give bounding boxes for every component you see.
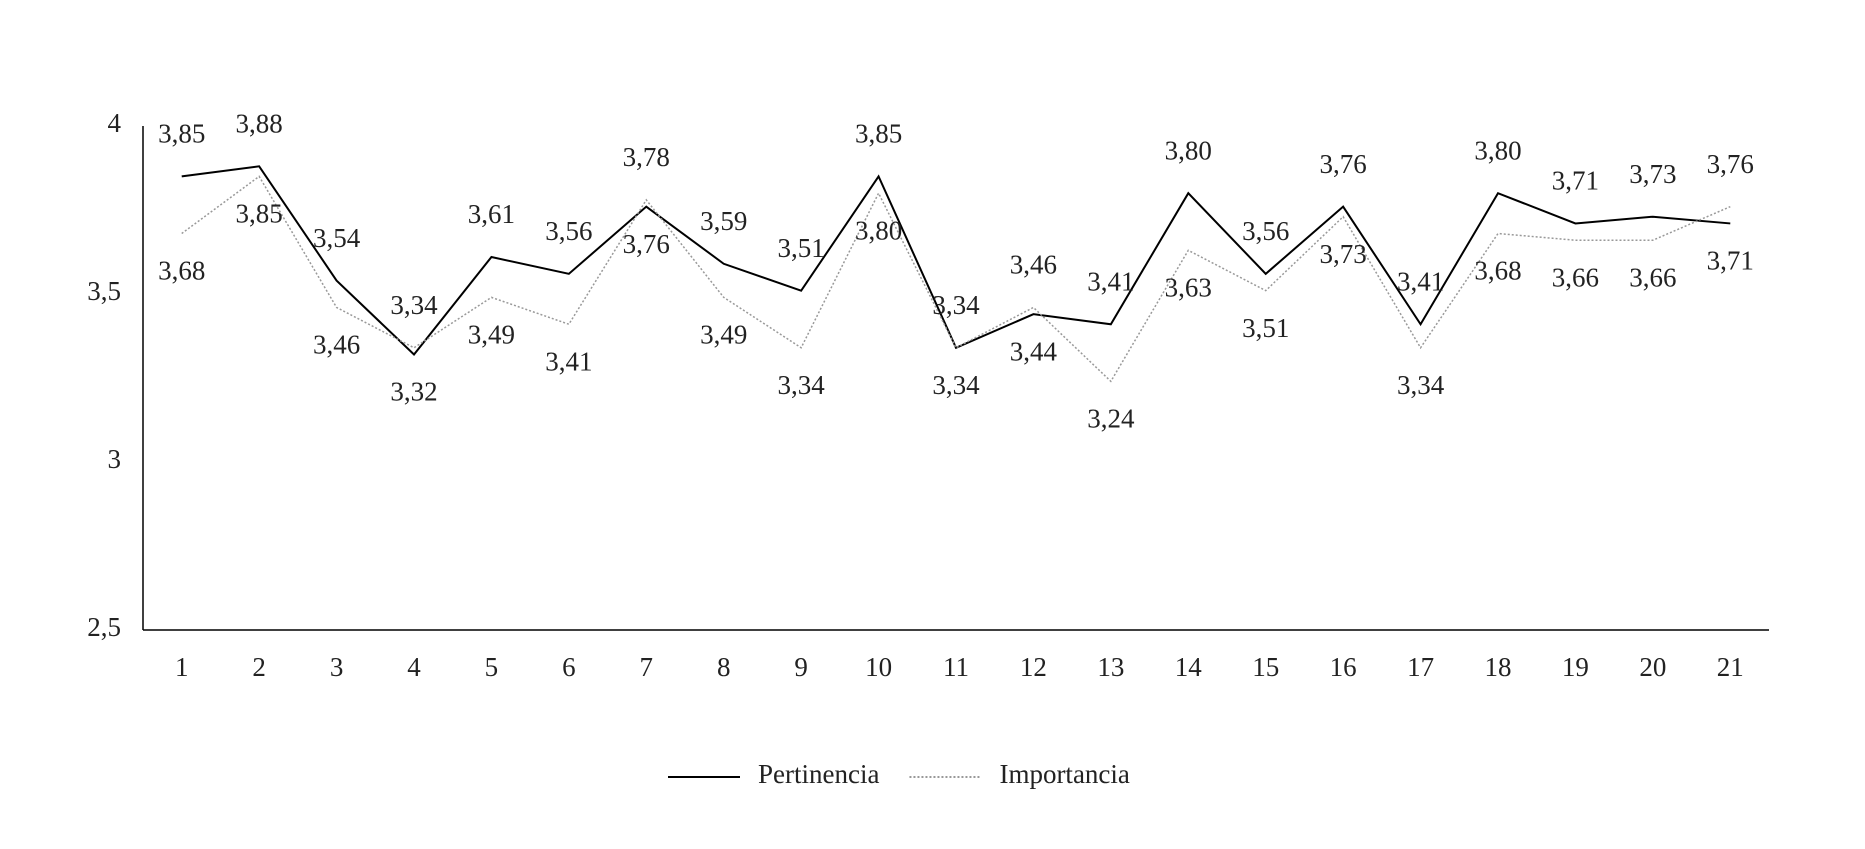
data-label: 3,51	[778, 233, 825, 263]
data-label: 3,76	[1707, 149, 1754, 179]
data-label: 3,34	[1397, 370, 1445, 400]
y-tick-label: 3,5	[87, 276, 121, 306]
data-label: 3,76	[1320, 149, 1367, 179]
data-label: 3,51	[1242, 313, 1289, 343]
x-tick-label: 21	[1717, 652, 1744, 682]
x-tick-label: 15	[1252, 652, 1279, 682]
data-label: 3,66	[1552, 262, 1599, 292]
series-line	[181, 165, 1731, 356]
x-tick-label: 12	[1020, 652, 1047, 682]
y-tick-label: 4	[108, 108, 122, 138]
x-tick-label: 17	[1407, 652, 1434, 682]
data-label: 3,24	[1087, 404, 1135, 434]
data-label: 3,66	[1629, 262, 1676, 292]
data-label: 3,44	[1010, 336, 1058, 366]
data-label: 3,34	[932, 290, 980, 320]
data-label: 3,85	[236, 199, 283, 229]
data-label: 3,73	[1629, 159, 1676, 189]
data-label: 3,68	[158, 256, 205, 286]
data-label: 3,41	[1087, 266, 1134, 296]
data-label: 3,73	[1320, 239, 1367, 269]
data-label: 3,34	[390, 290, 438, 320]
x-tick-label: 1	[175, 652, 189, 682]
data-label: 3,34	[932, 370, 980, 400]
data-label: 3,80	[1474, 135, 1521, 165]
y-tick-label: 3	[108, 444, 122, 474]
data-label: 3,78	[623, 142, 670, 172]
data-label: 3,41	[545, 346, 592, 376]
data-label: 3,46	[313, 330, 360, 360]
x-tick-label: 14	[1175, 652, 1203, 682]
data-label: 3,68	[1474, 256, 1521, 286]
data-label: 3,34	[778, 370, 826, 400]
data-label: 3,54	[313, 223, 361, 253]
data-label: 3,80	[855, 215, 902, 245]
data-label: 3,71	[1707, 246, 1754, 276]
data-label: 3,80	[1165, 135, 1212, 165]
x-tick-label: 2	[252, 652, 266, 682]
legend-label: Pertinencia	[758, 759, 879, 789]
data-label: 3,85	[158, 119, 205, 149]
data-label: 3,56	[1242, 216, 1289, 246]
data-label: 3,76	[623, 229, 670, 259]
data-label: 3,85	[855, 119, 902, 149]
series-line	[181, 175, 1731, 383]
data-label: 3,59	[700, 206, 747, 236]
x-tick-label: 16	[1330, 652, 1357, 682]
x-tick-label: 8	[717, 652, 731, 682]
data-label: 3,88	[236, 109, 283, 139]
data-label: 3,63	[1165, 273, 1212, 303]
x-tick-label: 18	[1485, 652, 1512, 682]
x-tick-label: 9	[794, 652, 808, 682]
data-label: 3,71	[1552, 166, 1599, 196]
x-tick-label: 19	[1562, 652, 1589, 682]
data-label: 3,61	[468, 199, 515, 229]
data-label: 3,49	[468, 320, 515, 350]
x-tick-label: 10	[865, 652, 892, 682]
x-tick-label: 11	[943, 652, 969, 682]
x-tick-label: 20	[1639, 652, 1666, 682]
data-label: 3,41	[1397, 266, 1444, 296]
data-label: 3,46	[1010, 250, 1057, 280]
x-tick-label: 13	[1097, 652, 1124, 682]
x-tick-label: 3	[330, 652, 344, 682]
data-label: 3,49	[700, 320, 747, 350]
x-tick-label: 4	[407, 652, 421, 682]
x-tick-label: 7	[640, 652, 654, 682]
data-label: 3,56	[545, 216, 592, 246]
data-label: 3,32	[390, 377, 437, 407]
legend-label: Importancia	[999, 759, 1129, 789]
x-tick-label: 5	[485, 652, 499, 682]
y-tick-label: 2,5	[87, 612, 121, 642]
x-tick-label: 6	[562, 652, 576, 682]
